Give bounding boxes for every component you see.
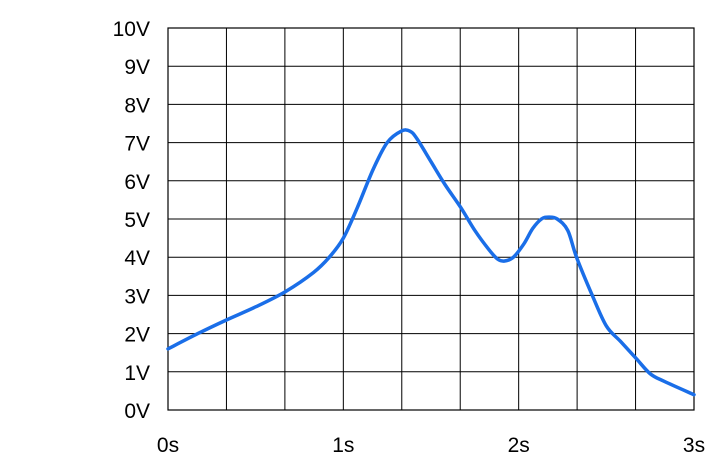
- y-tick-label: 9V: [124, 56, 150, 79]
- y-tick-label: 8V: [124, 94, 150, 117]
- y-tick-label: 4V: [124, 247, 150, 270]
- grid-lines: [168, 28, 694, 410]
- x-tick-label: 3s: [683, 434, 705, 457]
- voltage-series-line: [166, 128, 696, 397]
- y-tick-label: 6V: [124, 171, 150, 194]
- y-axis-tick-labels: 0V 1V 2V 3V 4V 5V 6V 7V 8V 9V 10V: [113, 18, 150, 423]
- x-tick-label: 1s: [332, 434, 354, 457]
- plot-frame: [167, 27, 695, 411]
- y-tick-label: 0V: [124, 400, 150, 423]
- x-tick-label: 0s: [157, 434, 179, 457]
- y-tick-label: 10V: [113, 18, 150, 41]
- y-tick-label: 7V: [124, 133, 150, 156]
- x-tick-label: 2s: [508, 434, 530, 457]
- y-tick-label: 1V: [124, 362, 150, 385]
- y-tick-label: 5V: [124, 209, 150, 232]
- y-tick-label: 3V: [124, 285, 150, 308]
- y-tick-label: 2V: [124, 324, 150, 347]
- x-axis-tick-labels: 0s 1s 2s 3s: [157, 434, 705, 457]
